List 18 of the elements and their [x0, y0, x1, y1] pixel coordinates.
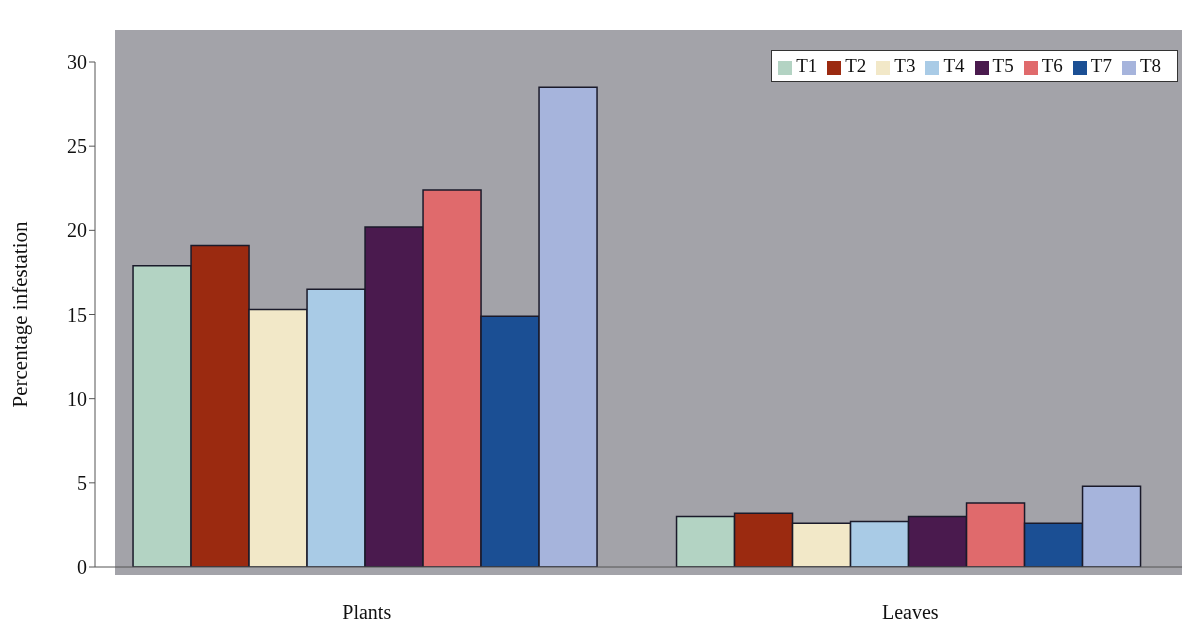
y-tick-label: 5	[77, 471, 87, 494]
legend-label: T6	[1041, 55, 1063, 76]
y-tick-label: 25	[67, 135, 87, 158]
legend-label: T4	[943, 55, 965, 76]
y-tick-label: 20	[67, 219, 87, 242]
legend-label: T1	[796, 55, 818, 76]
y-tick-label: 0	[77, 556, 87, 579]
legend-label: T5	[992, 55, 1014, 76]
x-tick-label: Leaves	[881, 601, 939, 624]
x-tick-label: Plants	[342, 601, 392, 624]
y-axis-title: Percentage infestation	[8, 221, 33, 408]
legend-label: T8	[1139, 55, 1161, 76]
legend-label: T7	[1090, 55, 1112, 76]
legend-label: T3	[894, 55, 916, 76]
y-tick-label: 10	[67, 387, 87, 410]
y-tick-label: 30	[67, 51, 87, 74]
y-tick-label: 15	[67, 303, 87, 326]
legend-label: T2	[845, 55, 867, 76]
